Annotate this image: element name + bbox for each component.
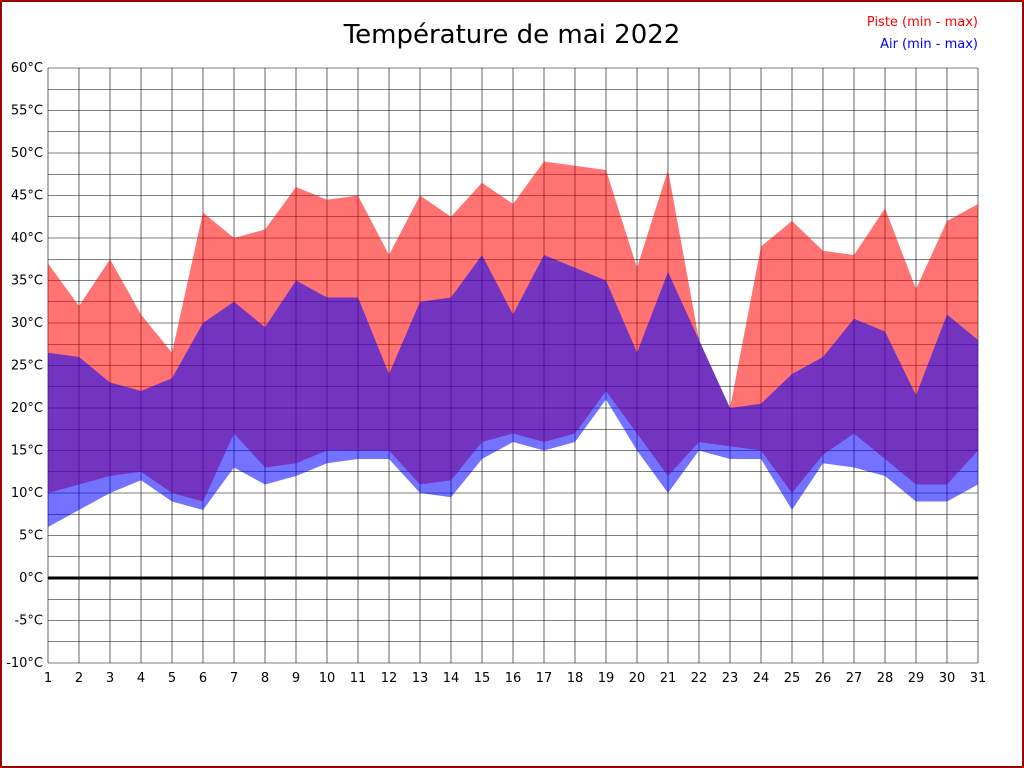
svg-text:15: 15 bbox=[474, 671, 491, 686]
svg-text:20°C: 20°C bbox=[11, 401, 43, 416]
svg-text:20: 20 bbox=[629, 671, 646, 686]
svg-text:21: 21 bbox=[660, 671, 677, 686]
svg-text:29: 29 bbox=[908, 671, 925, 686]
legend-item-piste: Piste (min - max) bbox=[866, 15, 978, 30]
svg-text:31: 31 bbox=[970, 671, 987, 686]
svg-text:14: 14 bbox=[443, 671, 460, 686]
x-axis-labels: 1 2 3 4 5 6 7 8 9 10 11 12 13 14 15 16 17 18 19 20 21 22 23 24 2… bbox=[44, 671, 986, 686]
svg-text:28: 28 bbox=[877, 671, 894, 686]
svg-text:24: 24 bbox=[753, 671, 770, 686]
svg-text:4: 4 bbox=[137, 671, 145, 686]
legend-item-air: Air (min - max) bbox=[880, 37, 978, 53]
svg-text:22: 22 bbox=[691, 671, 708, 686]
svg-text:1: 1 bbox=[44, 671, 52, 686]
svg-text:16: 16 bbox=[505, 671, 522, 686]
y-axis-labels: -10°C -5°C 0°C 5°C 10°C 15°C 20°C 25°C 30°C 35°C 4… bbox=[6, 61, 43, 671]
svg-text:-10°C: -10°C bbox=[6, 656, 43, 671]
svg-text:19: 19 bbox=[598, 671, 615, 686]
svg-text:18: 18 bbox=[567, 671, 584, 686]
svg-text:45°C: 45°C bbox=[11, 189, 43, 204]
svg-text:30°C: 30°C bbox=[11, 316, 43, 331]
svg-text:10°C: 10°C bbox=[11, 486, 43, 501]
chart-legend: Piste (min - max) Air (min - max) bbox=[867, 12, 978, 56]
svg-text:23: 23 bbox=[722, 671, 739, 686]
svg-text:35°C: 35°C bbox=[11, 274, 43, 289]
svg-text:55°C: 55°C bbox=[11, 104, 43, 119]
air-band bbox=[48, 255, 978, 527]
svg-text:26: 26 bbox=[815, 671, 832, 686]
svg-text:11: 11 bbox=[350, 671, 367, 686]
svg-text:50°C: 50°C bbox=[11, 146, 43, 161]
svg-text:25: 25 bbox=[784, 671, 801, 686]
svg-text:15°C: 15°C bbox=[11, 444, 43, 459]
svg-text:0°C: 0°C bbox=[19, 571, 43, 586]
svg-text:10: 10 bbox=[319, 671, 336, 686]
svg-text:2: 2 bbox=[75, 671, 83, 686]
svg-text:5: 5 bbox=[168, 671, 176, 686]
chart-title: Température de mai 2022 bbox=[343, 20, 681, 50]
svg-text:25°C: 25°C bbox=[11, 359, 43, 374]
svg-text:40°C: 40°C bbox=[11, 231, 43, 246]
svg-text:9: 9 bbox=[292, 671, 300, 686]
svg-text:17: 17 bbox=[536, 671, 553, 686]
svg-text:-5°C: -5°C bbox=[14, 614, 43, 629]
svg-text:27: 27 bbox=[846, 671, 863, 686]
svg-text:5°C: 5°C bbox=[19, 529, 43, 544]
svg-text:60°C: 60°C bbox=[11, 61, 43, 76]
svg-text:12: 12 bbox=[381, 671, 398, 686]
svg-text:7: 7 bbox=[230, 671, 238, 686]
svg-text:13: 13 bbox=[412, 671, 429, 686]
svg-text:8: 8 bbox=[261, 671, 269, 686]
svg-text:6: 6 bbox=[199, 671, 207, 686]
svg-text:3: 3 bbox=[106, 671, 114, 686]
svg-text:30: 30 bbox=[939, 671, 956, 686]
